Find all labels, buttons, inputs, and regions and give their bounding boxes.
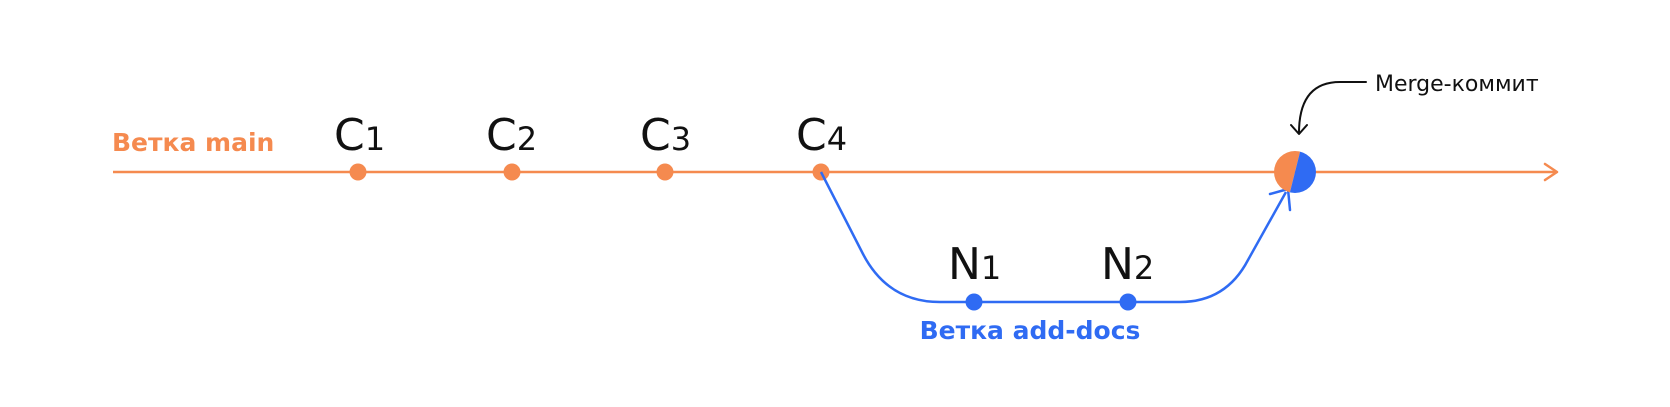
commit-c1-dot	[349, 163, 367, 181]
main-branch-arrowhead	[1543, 162, 1559, 182]
commit-c3-dot	[656, 163, 674, 181]
commit-n1-dot	[965, 293, 983, 311]
merge-commit-dot	[1274, 151, 1316, 193]
commit-c2-dot	[503, 163, 521, 181]
main-branch-label: Ветка main	[112, 128, 274, 157]
commit-c2-label: C2	[486, 110, 537, 161]
commit-n1-label: N1	[948, 239, 1001, 290]
commit-c3-label: C3	[640, 110, 691, 161]
merge-commit-label: Merge-коммит	[1375, 72, 1539, 97]
commit-c4-label: C4	[796, 110, 847, 161]
merge-pointer-arrow	[1298, 81, 1367, 134]
feature-branch-line	[819, 171, 1288, 304]
merge-pointer-arrowhead	[1290, 124, 1308, 135]
feature-branch-arrowhead	[1268, 187, 1292, 212]
commit-n2-dot	[1119, 293, 1137, 311]
commit-c1-label: C1	[334, 110, 385, 161]
commit-n2-label: N2	[1101, 239, 1154, 290]
feature-branch-label: Ветка add-docs	[920, 316, 1141, 345]
